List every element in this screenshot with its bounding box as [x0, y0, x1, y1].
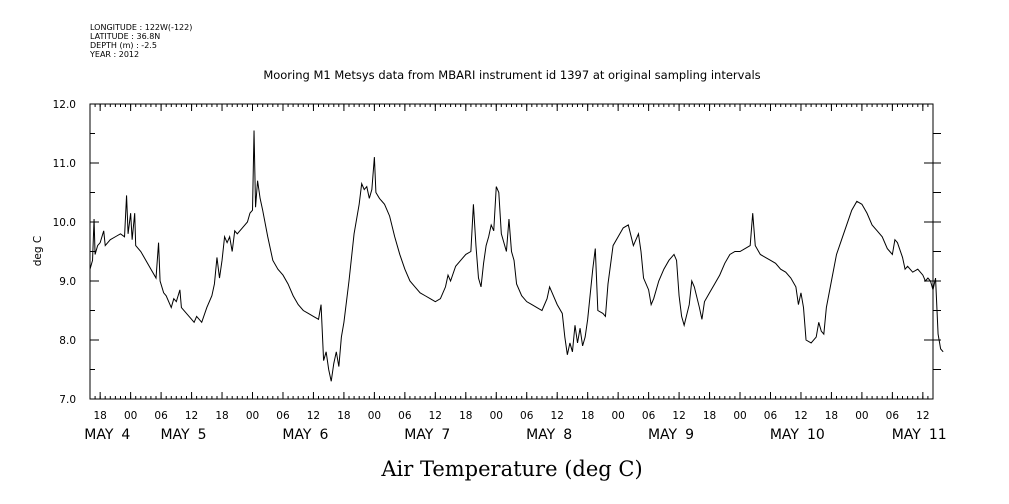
chart-title: Mooring M1 Metsys data from MBARI instru…	[263, 68, 760, 82]
y-tick-label: 8.0	[59, 335, 76, 347]
x-axis: 18 00 06 12 18 00 06 12 18 00 06 12 18 00 06 12 18 00 06 12…	[84, 104, 947, 443]
x-month-label: MAY	[770, 427, 800, 443]
x-day-label: 11	[929, 427, 947, 443]
x-tick-label: 06	[276, 410, 290, 422]
x-tick-label: 18	[93, 410, 106, 422]
x-tick-label: 18	[581, 410, 594, 422]
meta-longitude: LONGITUDE : 122W(-122)	[90, 23, 192, 32]
x-month-label: MAY	[84, 427, 114, 443]
x-tick-label: 00	[490, 410, 503, 422]
x-tick-label: 06	[154, 410, 168, 422]
x-tick-label: 12	[185, 410, 198, 422]
x-month-label: MAY	[282, 427, 312, 443]
x-month-label: MAY	[160, 427, 190, 443]
x-day-label: 7	[441, 427, 450, 443]
x-tick-label: 12	[672, 410, 685, 422]
x-month-label: MAY	[648, 427, 678, 443]
x-tick-label: 18	[459, 410, 472, 422]
x-tick-label: 12	[551, 410, 564, 422]
y-tick-label: 12.0	[53, 99, 76, 111]
x-month-label: MAY	[526, 427, 556, 443]
y-tick-label: 11.0	[53, 158, 76, 170]
x-tick-label: 18	[703, 410, 716, 422]
x-tick-label: 06	[642, 410, 656, 422]
meta-depth: DEPTH (m) : -2.5	[90, 41, 157, 50]
y-tick-label: 7.0	[59, 394, 76, 406]
x-day-label: 6	[319, 427, 328, 443]
x-tick-label: 00	[611, 410, 624, 422]
x-tick-label: 12	[794, 410, 807, 422]
x-tick-label: 00	[733, 410, 746, 422]
x-axis-title: Air Temperature (deg C)	[380, 457, 642, 481]
x-tick-label: 00	[124, 410, 137, 422]
x-tick-label: 12	[307, 410, 320, 422]
y-tick-label: 9.0	[59, 276, 76, 288]
x-tick-label: 00	[855, 410, 868, 422]
x-month-label: MAY	[892, 427, 922, 443]
x-day-label: 5	[198, 427, 207, 443]
x-month-label: MAY	[404, 427, 434, 443]
x-tick-label: 06	[886, 410, 900, 422]
x-tick-label: 06	[398, 410, 412, 422]
y-tick-label: 10.0	[53, 217, 76, 229]
metadata-header: LONGITUDE : 122W(-122) LATITUDE : 36.8N …	[89, 23, 192, 59]
x-tick-label: 18	[825, 410, 838, 422]
y-axis-label: deg C	[32, 236, 44, 266]
x-tick-label: 12	[429, 410, 442, 422]
x-tick-label: 06	[764, 410, 778, 422]
meta-latitude: LATITUDE : 36.8N	[90, 32, 160, 41]
meta-year: YEAR : 2012	[89, 50, 139, 59]
y-axis: 7.0 8.0 9.0 10.0 11.0 12.0	[53, 99, 941, 406]
x-tick-label: 00	[246, 410, 259, 422]
x-tick-label: 18	[215, 410, 228, 422]
series-line-air-temperature	[89, 130, 944, 382]
x-tick-label: 06	[520, 410, 534, 422]
x-day-label: 8	[563, 427, 572, 443]
x-tick-label: 12	[916, 410, 929, 422]
x-day-label: 10	[807, 427, 825, 443]
x-tick-label: 00	[368, 410, 381, 422]
x-day-label: 4	[121, 427, 130, 443]
x-tick-label: 18	[337, 410, 350, 422]
x-day-label: 9	[685, 427, 694, 443]
